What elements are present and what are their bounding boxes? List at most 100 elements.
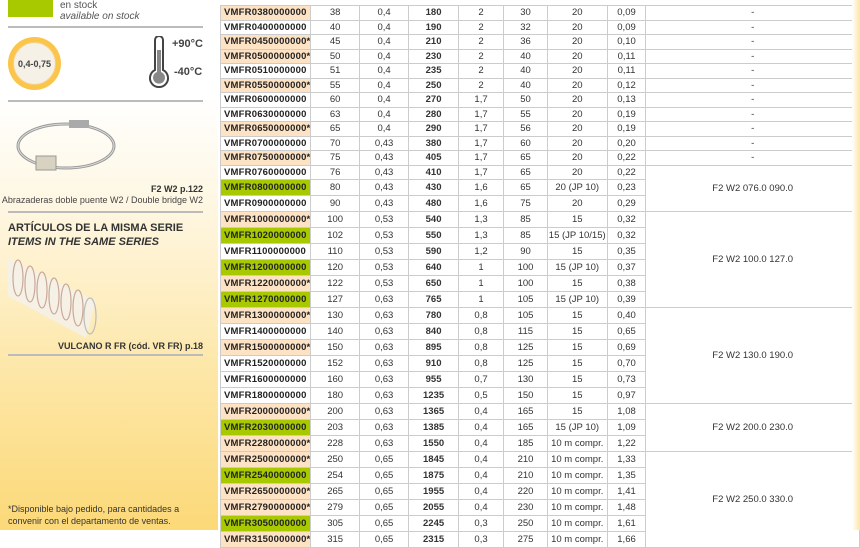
cell-min-pressure: 1,7 [457, 121, 505, 137]
cell-min-pressure: 0,8 [457, 339, 505, 356]
cell-code[interactable]: VMFR1220000000* [219, 275, 312, 292]
cell-min-pressure: 0,5 [457, 387, 505, 404]
cell-min-pressure: 0,4 [457, 483, 505, 500]
cell-bend-radius: 220 [503, 483, 548, 500]
cell-kg-m: 1,61 [606, 515, 647, 532]
cell-code[interactable]: VMFR0650000000* [219, 121, 312, 137]
cell-code[interactable]: VMFR3150000000* [219, 531, 312, 548]
cell-length: 15 [546, 339, 608, 356]
cell-code[interactable]: VMFR2650000000* [219, 483, 312, 500]
cell-bend-radius: 100 [503, 275, 548, 292]
cell-code[interactable]: VMFR0500000000* [219, 48, 312, 64]
cell-thickness: 0,63 [358, 307, 410, 324]
divider [8, 211, 203, 213]
table-row: VMFR1600000000 160 0,63 955 0,7 130 15 0,73 [219, 371, 860, 388]
cell-bend-radius: 210 [503, 467, 548, 484]
cell-thickness: 0,53 [358, 211, 410, 228]
cell-code[interactable]: VMFR1300000000* [219, 307, 312, 324]
cell-code[interactable]: VMFR0700000000 [219, 135, 312, 151]
cell-min-pressure: 0,3 [457, 531, 505, 548]
cell-thickness: 0,63 [358, 387, 410, 404]
cell-code[interactable]: VMFR2000000000* [219, 403, 312, 420]
cell-diameter: 76 [310, 164, 360, 180]
cell-min-pressure: 1,6 [457, 179, 505, 196]
cell-bend-radius: 115 [503, 323, 548, 340]
table-row: VMFR0400000000 40 0,4 190 2 32 20 0,09- [219, 19, 860, 35]
cell-bend-radius: 125 [503, 355, 548, 372]
cell-code[interactable]: VMFR0450000000* [219, 34, 312, 50]
cell-clamp: F2 W2 130.0 190.0 [645, 307, 860, 404]
cell-weight: 550 [408, 227, 459, 244]
cell-min-pressure: 1 [457, 291, 505, 308]
cell-code[interactable]: VMFR2280000000* [219, 435, 312, 452]
cell-length: 10 m compr. [546, 435, 608, 452]
cell-diameter: 65 [310, 121, 360, 137]
cell-thickness: 0,63 [358, 435, 410, 452]
cell-code[interactable]: VMFR2790000000* [219, 499, 312, 516]
cell-length: 10 m compr. [546, 531, 608, 548]
cell-code[interactable]: VMFR1000000000* [219, 211, 312, 228]
cell-code[interactable]: VMFR1200000000 [219, 259, 312, 276]
cell-code[interactable]: VMFR0760000000 [219, 164, 312, 180]
cell-code[interactable]: VMFR0510000000 [219, 63, 312, 79]
cell-code[interactable]: VMFR1520000000 [219, 355, 312, 372]
cell-weight: 540 [408, 211, 459, 228]
cell-diameter: 63 [310, 106, 360, 122]
cell-length: 20 [546, 106, 608, 122]
stock-label-en: available on stock [60, 11, 140, 22]
cell-code[interactable]: VMFR1800000000 [219, 387, 312, 404]
table-row: VMFR3050000000 305 0,65 2245 0,3 250 10 m comp… [219, 515, 860, 532]
cell-min-pressure: 2 [457, 48, 505, 64]
cell-code[interactable]: VMFR0600000000 [219, 92, 312, 108]
cell-code[interactable]: VMFR0400000000 [219, 19, 312, 35]
cell-diameter: 90 [310, 195, 360, 212]
cell-thickness: 0,4 [358, 34, 410, 50]
cell-length: 15 [546, 387, 608, 404]
cell-clamp: - [645, 48, 860, 64]
cell-min-pressure: 2 [457, 5, 505, 21]
cell-thickness: 0,63 [358, 419, 410, 436]
cell-length: 10 m compr. [546, 451, 608, 468]
cell-code[interactable]: VMFR2540000000 [219, 467, 312, 484]
cell-code[interactable]: VMFR0750000000* [219, 150, 312, 166]
cell-code[interactable]: VMFR3050000000 [219, 515, 312, 532]
cell-code[interactable]: VMFR0550000000* [219, 77, 312, 93]
cell-code[interactable]: VMFR1270000000 [219, 291, 312, 308]
cell-clamp: - [645, 150, 860, 166]
cell-code[interactable]: VMFR2030000000 [219, 419, 312, 436]
cell-code[interactable]: VMFR2500000000* [219, 451, 312, 468]
cell-length: 10 m compr. [546, 483, 608, 500]
cell-length: 15 (JP 10/15) [546, 227, 608, 244]
cell-bend-radius: 185 [503, 435, 548, 452]
cell-weight: 1365 [408, 403, 459, 420]
cell-code[interactable]: VMFR0380000000 [219, 5, 312, 21]
cell-thickness: 0,63 [358, 355, 410, 372]
cell-weight: 250 [408, 77, 459, 93]
series-item-vulcano[interactable]: VULCANO R FR (cód. VR FR) p.18 [57, 341, 203, 351]
cell-code[interactable]: VMFR1100000000 [219, 243, 312, 260]
cell-diameter: 55 [310, 77, 360, 93]
cell-min-pressure: 0,7 [457, 371, 505, 388]
cell-code[interactable]: VMFR1500000000* [219, 339, 312, 356]
stock-logo-icon [8, 0, 53, 17]
cell-weight: 430 [408, 179, 459, 196]
cell-diameter: 75 [310, 150, 360, 166]
cell-code[interactable]: VMFR1600000000 [219, 371, 312, 388]
cell-code[interactable]: VMFR0630000000 [219, 106, 312, 122]
cell-length: 20 [546, 48, 608, 64]
cell-code[interactable]: VMFR0900000000 [219, 195, 312, 212]
cell-code[interactable]: VMFR1400000000 [219, 323, 312, 340]
cell-clamp: F2 W2 100.0 127.0 [645, 211, 860, 308]
cell-weight: 640 [408, 259, 459, 276]
cell-code[interactable]: VMFR1020000000 [219, 227, 312, 244]
cell-kg-m: 0,22 [606, 150, 647, 166]
table-row: VMFR0900000000 90 0,43 480 1,6 75 20 0,29 [219, 195, 860, 212]
cell-diameter: 70 [310, 135, 360, 151]
table-row: VMFR0600000000 60 0,4 270 1,7 50 20 0,13- [219, 92, 860, 108]
cell-bend-radius: 40 [503, 77, 548, 93]
cell-code[interactable]: VMFR0800000000 [219, 179, 312, 196]
cell-min-pressure: 0,3 [457, 515, 505, 532]
cell-thickness: 0,63 [358, 291, 410, 308]
cell-min-pressure: 1,7 [457, 150, 505, 166]
cell-clamp: - [645, 5, 860, 21]
